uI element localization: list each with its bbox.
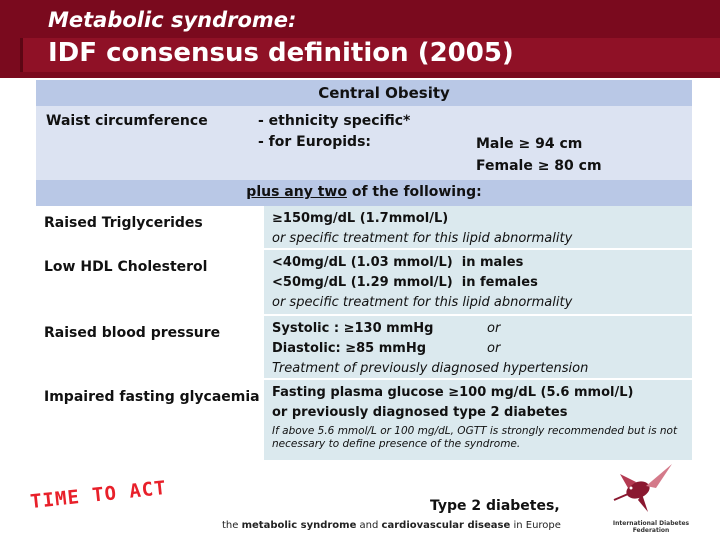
criterion-line: Fasting plasma glucose ≥100 mg/dL (5.6 m… <box>272 385 634 400</box>
criterion-label: Raised blood pressure <box>36 316 264 378</box>
definition-table: Central Obesity Waist circumference - et… <box>36 80 692 462</box>
criterion-label: Low HDL Cholesterol <box>36 250 264 314</box>
tagline-ms: metabolic syndrome <box>241 520 357 531</box>
slide-title: IDF consensus definition (2005) <box>48 38 514 68</box>
header-title-bar <box>20 38 720 72</box>
tagline-end: in Europe <box>510 520 561 531</box>
slide-subtitle: Metabolic syndrome: <box>48 8 297 32</box>
plus-any-two-rest: of the following: <box>346 184 482 200</box>
criterion-detail: <40mg/dL (1.03 mmol/L) in males <50mg/dL… <box>264 250 692 314</box>
footer-type2-diabetes: Type 2 diabetes, <box>430 498 560 514</box>
waist-row: Waist circumference - ethnicity specific… <box>36 106 692 180</box>
criterion-line: Treatment of previously diagnosed hypert… <box>272 361 589 376</box>
criterion-line: ≥150mg/dL (1.7mmol/L) <box>272 211 449 226</box>
table-row: Raised Triglycerides ≥150mg/dL (1.7mmol/… <box>36 206 692 250</box>
table-row: Low HDL Cholesterol <40mg/dL (1.03 mmol/… <box>36 250 692 316</box>
criterion-or: or <box>487 321 501 336</box>
criterion-value: <40mg/dL (1.03 mmol/L) <box>272 255 453 270</box>
criterion-line: or specific treatment for this lipid abn… <box>272 295 573 310</box>
criterion-value: Diastolic: ≥85 mmHg <box>272 341 427 356</box>
criterion-line: or previously diagnosed type 2 diabetes <box>272 405 568 420</box>
idf-logo: International Diabetes Federation <box>598 458 704 534</box>
plus-any-two-row: plus any two of the following: <box>36 180 692 206</box>
criterion-or: or <box>487 341 501 356</box>
criterion-sex: in females <box>461 275 538 290</box>
criterion-line: Systolic : ≥130 mmHg or <box>272 319 692 339</box>
criterion-detail: Systolic : ≥130 mmHg or Diastolic: ≥85 mm… <box>264 316 692 378</box>
criterion-label: Impaired fasting glycaemia <box>36 380 264 460</box>
male-threshold: Male ≥ 94 cm <box>476 136 583 152</box>
central-obesity-heading: Central Obesity <box>36 80 692 106</box>
waist-label: Waist circumference <box>46 113 208 129</box>
hummingbird-icon <box>613 464 672 512</box>
tagline-cvd: cardiovascular disease <box>381 520 511 531</box>
criterion-value: <50mg/dL (1.29 mmol/L) <box>272 275 453 290</box>
criterion-note: If above 5.6 mmol/L or 100 mg/dL, OGTT i… <box>272 425 678 450</box>
criterion-detail: Fasting plasma glucose ≥100 mg/dL (5.6 m… <box>264 380 692 460</box>
criterion-line: <50mg/dL (1.29 mmol/L) in females <box>272 273 692 293</box>
table-row: Raised blood pressure Systolic : ≥130 mm… <box>36 316 692 380</box>
criterion-line: Diastolic: ≥85 mmHg or <box>272 339 692 359</box>
logo-text: International Diabetes Federation <box>612 520 690 534</box>
criterion-line: <40mg/dL (1.03 mmol/L) in males <box>272 253 692 273</box>
footer-tagline: the metabolic syndrome and cardiovascula… <box>222 520 561 531</box>
criterion-value: Systolic : ≥130 mmHg <box>272 321 434 336</box>
criterion-sex: in males <box>461 255 524 270</box>
ethnicity-text: - ethnicity specific* <box>258 113 411 129</box>
plus-any-two-underlined: plus any two <box>246 184 347 200</box>
table-row: Impaired fasting glycaemia Fasting plasm… <box>36 380 692 462</box>
tagline-and: and <box>356 520 382 531</box>
criterion-detail: ≥150mg/dL (1.7mmol/L) or specific treatm… <box>264 206 692 248</box>
criterion-label: Raised Triglycerides <box>36 206 264 248</box>
europids-text: - for Europids: <box>258 134 371 150</box>
tagline-the: the <box>222 520 242 531</box>
criterion-line: or specific treatment for this lipid abn… <box>272 231 573 246</box>
time-to-act-logo: TIME TO ACT <box>29 476 168 514</box>
female-threshold: Female ≥ 80 cm <box>476 158 602 174</box>
